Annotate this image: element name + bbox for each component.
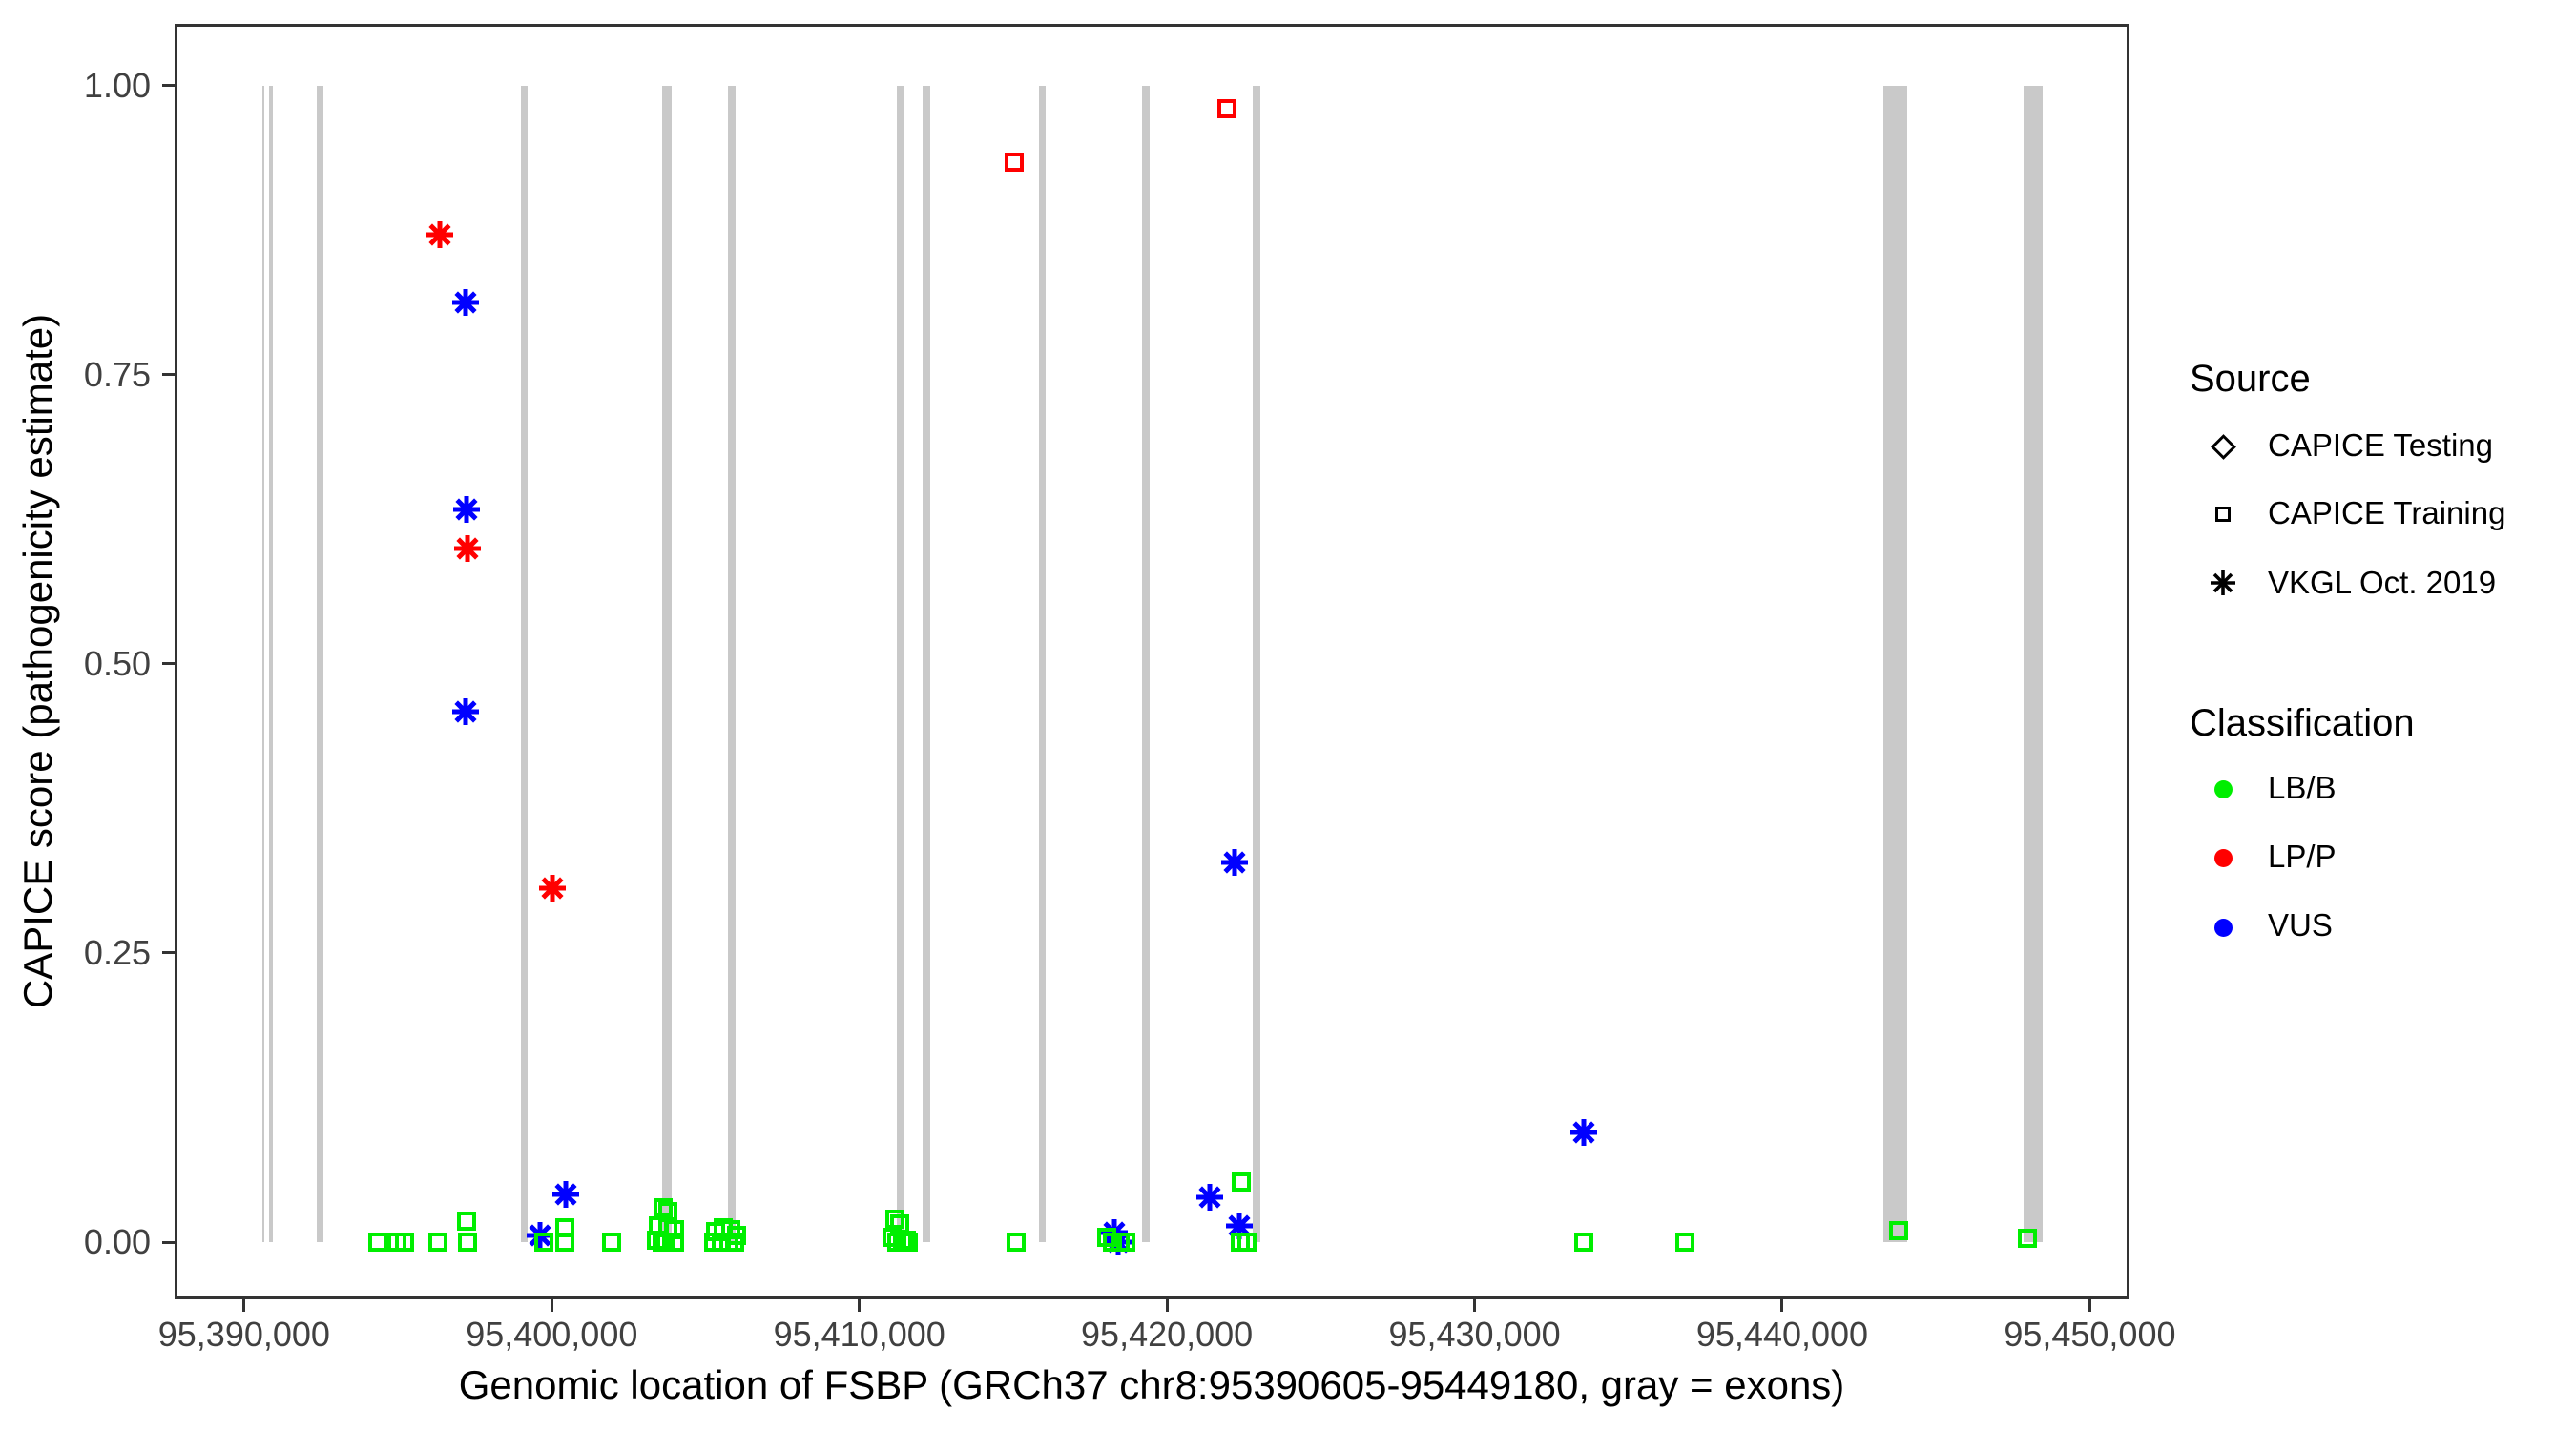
x-axis-tick [242,1299,246,1312]
data-point-square [554,1233,574,1252]
data-point-square [2018,1229,2038,1249]
data-point-square [427,1233,447,1252]
y-axis-tick-label: 0.50 [83,643,151,683]
x-axis-title: Genomic location of FSBP (GRCh37 chr8:95… [458,1362,1845,1407]
data-point-square [533,1233,553,1252]
data-point-square [652,1233,672,1252]
x-axis-tick [1165,1299,1169,1312]
exon-bar [520,85,528,1242]
data-point-square [1573,1233,1593,1252]
lpp-dot-icon [2214,849,2233,867]
y-axis-tick [162,1240,175,1244]
legend-classification-title: Classification [2190,702,2415,744]
data-point-square [724,1233,744,1252]
y-axis-tick-label: 1.00 [83,65,151,105]
data-point-square [884,1209,904,1229]
y-axis-tick [162,951,175,955]
lbb-dot-icon [2214,780,2233,798]
exon-bar [727,85,736,1242]
data-point-asterisk [451,532,484,565]
capice-testing-diamond-icon [2211,434,2236,460]
exon-bar [922,85,930,1242]
y-axis-tick [162,373,175,377]
plot-panel [175,24,2129,1299]
exon-bar [317,85,323,1242]
legend-item-capice-training: CAPICE Training [2268,495,2506,530]
x-axis-tick-label: 95,410,000 [773,1315,945,1354]
y-axis-tick-label: 0.75 [83,354,151,394]
x-axis-tick-label: 95,390,000 [157,1315,330,1354]
y-axis-tick [162,84,175,88]
data-point-asterisk [1194,1181,1226,1213]
x-axis-tick-label: 95,420,000 [1081,1315,1254,1354]
capice-training-square-icon [2215,507,2231,522]
vkgl-asterisk-icon [2211,570,2235,595]
data-point-square [1216,99,1236,119]
data-point-square [1232,1172,1252,1192]
y-axis-tick-label: 0.25 [83,932,151,972]
exon-bar [2024,85,2044,1242]
legend-item-lpp: LP/P [2268,839,2337,874]
data-point-asterisk [536,872,569,904]
x-axis-tick [550,1299,553,1312]
exon-bar [1141,85,1150,1242]
legend-item-lbb: LB/B [2268,770,2337,805]
data-point-square [664,1233,684,1252]
data-point-square [456,1212,476,1232]
data-point-square [1004,152,1024,172]
legend-item-capice-testing: CAPICE Testing [2268,427,2493,463]
data-point-asterisk [449,695,482,728]
data-point-asterisk [424,218,456,251]
data-point-square [898,1233,918,1252]
data-point-square [705,1222,725,1242]
data-point-square [457,1233,477,1252]
exon-bar [269,85,273,1242]
exon-bar [262,85,265,1242]
exon-bar [662,85,673,1242]
y-axis-tick [162,662,175,666]
data-point-square [1006,1233,1026,1252]
data-point-square [1115,1233,1135,1252]
data-point-asterisk [1218,846,1251,879]
y-axis-tick-label: 0.00 [83,1222,151,1261]
data-point-square [653,1197,673,1217]
x-axis-tick [2088,1299,2091,1312]
x-axis-tick [1473,1299,1477,1312]
data-point-square [1888,1220,1908,1240]
exon-bar [896,85,904,1242]
data-point-square [601,1233,621,1252]
x-axis-tick-label: 95,400,000 [466,1315,638,1354]
x-axis-tick-label: 95,450,000 [2004,1315,2176,1354]
x-axis-tick [1780,1299,1784,1312]
exon-bar [1038,85,1046,1242]
legend-source-title: Source [2190,358,2311,400]
x-axis-tick-label: 95,430,000 [1388,1315,1561,1354]
data-point-square [1674,1233,1694,1252]
data-point-asterisk [450,493,483,526]
data-point-square [367,1233,387,1252]
data-point-asterisk [1223,1210,1256,1242]
x-axis-tick [858,1299,862,1312]
legend-item-vkgl: VKGL Oct. 2019 [2268,565,2497,600]
exon-bar [1883,85,1907,1242]
data-point-asterisk [449,286,482,319]
data-point-square [394,1233,414,1252]
data-point-asterisk [1568,1116,1600,1149]
x-axis-tick-label: 95,440,000 [1695,1315,1869,1354]
vus-dot-icon [2214,919,2233,937]
exon-bar [1252,85,1260,1242]
legend-item-vus: VUS [2268,907,2333,943]
data-point-square [1236,1233,1257,1252]
data-point-asterisk [550,1178,582,1211]
